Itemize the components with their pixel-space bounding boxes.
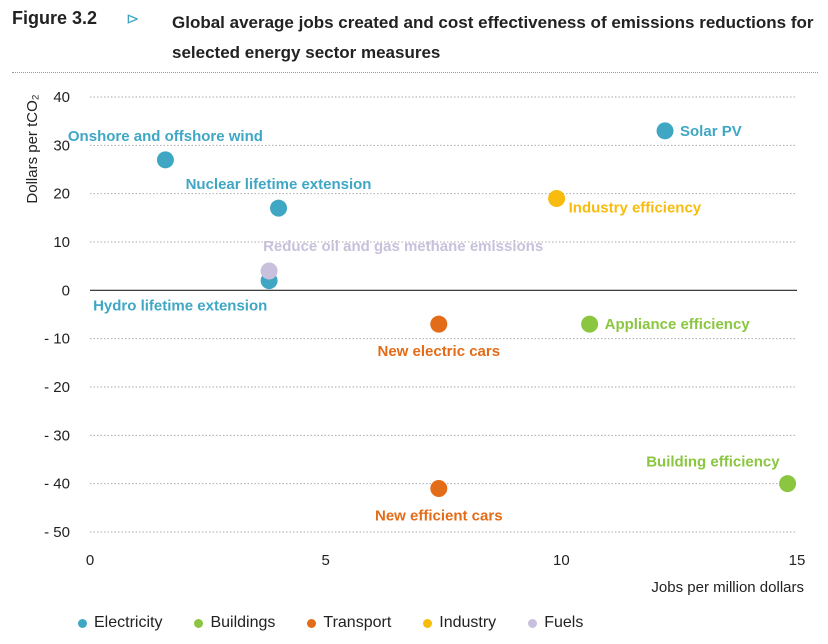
data-point-label: Solar PV — [680, 123, 742, 140]
data-point — [779, 475, 797, 493]
x-tick-label: 10 — [553, 552, 570, 569]
y-tick-label: 20 — [53, 186, 70, 203]
data-point-label: Building efficiency — [646, 454, 780, 471]
legend-swatch — [307, 618, 317, 628]
x-tick-label: 0 — [86, 552, 94, 569]
data-point — [430, 315, 448, 333]
legend-item: Electricity — [78, 612, 162, 634]
data-point-label: New electric cars — [377, 343, 500, 360]
data-point-label: Onshore and offshore wind — [68, 128, 263, 145]
data-point — [156, 151, 174, 169]
legend-item: Fuels — [528, 612, 583, 634]
y-tick-label: 10 — [53, 234, 70, 251]
chart-legend: Electricity Buildings Transport Industry Fue… — [78, 612, 615, 634]
legend-swatch — [423, 618, 433, 628]
legend-item: Transport — [307, 612, 391, 634]
y-tick-label: 0 — [62, 282, 70, 299]
data-point-label: New efficient cars — [375, 508, 503, 525]
data-point-label: Hydro lifetime extension — [93, 298, 267, 315]
data-point-label: Industry efficiency — [569, 200, 702, 217]
data-point — [548, 190, 566, 207]
x-tick-label: 5 — [321, 552, 329, 569]
y-tick-label: - 20 — [44, 379, 70, 396]
legend-swatch — [528, 618, 538, 628]
x-axis-label: Jobs per million dollars — [651, 579, 804, 596]
data-point-label: Appliance efficiency — [605, 316, 751, 333]
figure-title: Global average jobs created and cost eff… — [172, 13, 814, 62]
y-axis-label: Dollars per tCO₂ — [24, 94, 41, 203]
legend-label: Electricity — [94, 614, 163, 631]
y-tick-label: 40 — [53, 89, 70, 106]
data-point — [581, 315, 599, 333]
figure-arrow-icon: ⊳ — [126, 11, 140, 28]
data-point — [430, 480, 448, 497]
y-tick-label: - 30 — [44, 427, 70, 444]
y-tick-label: - 40 — [44, 476, 70, 493]
legend-item: Buildings — [194, 612, 275, 634]
legend-swatch — [194, 618, 204, 628]
y-tick-label: - 50 — [44, 524, 70, 541]
figure-label: Figure 3.2 — [12, 8, 98, 28]
figure-header: Figure 3.2 ⊳ Global average jobs created… — [0, 0, 828, 73]
data-point — [260, 262, 278, 280]
header-divider — [12, 72, 818, 73]
legend-label: Transport — [323, 614, 392, 631]
legend-label: Industry — [439, 614, 497, 631]
y-tick-label: 30 — [53, 137, 70, 154]
data-point — [656, 122, 674, 140]
legend-swatch — [78, 618, 87, 628]
legend-label: Fuels — [544, 614, 584, 631]
data-point-label: Reduce oil and gas methane emissions — [263, 238, 543, 255]
legend-label: Buildings — [210, 614, 276, 631]
legend-item: Industry — [423, 612, 496, 634]
y-tick-label: - 10 — [44, 331, 70, 348]
data-point — [270, 199, 288, 217]
x-tick-label: 15 — [789, 552, 806, 569]
data-point-label: Nuclear lifetime extension — [186, 176, 372, 193]
